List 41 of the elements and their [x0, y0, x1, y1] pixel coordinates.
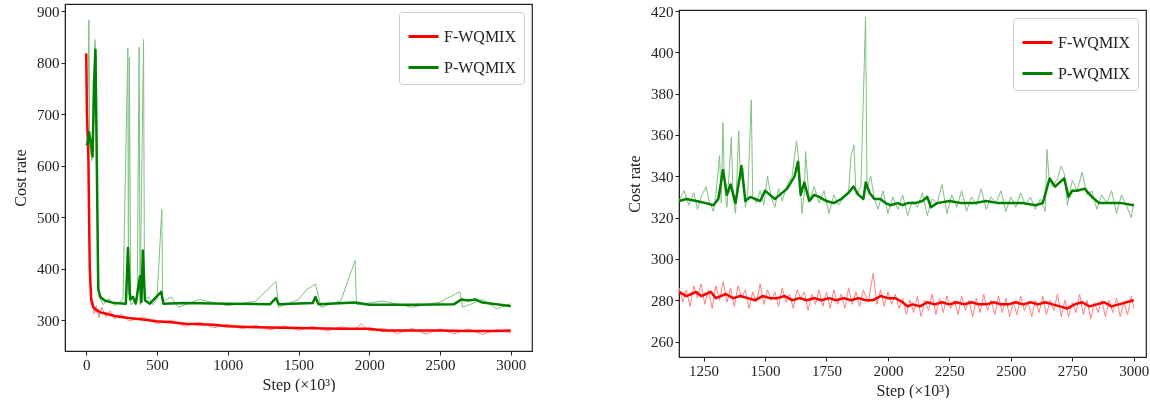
x-tick-label: 2250	[934, 362, 965, 379]
y-axis-title: Cost rate	[12, 149, 29, 207]
x-tick-label: 500	[146, 356, 169, 373]
legend-label: P-WQMIX	[1058, 64, 1131, 82]
x-tick-label: 1000	[213, 356, 244, 373]
x-tick-label: 0	[82, 356, 91, 373]
y-tick-label: 500	[37, 209, 60, 226]
x-tick-label: 3000	[1119, 362, 1150, 379]
y-tick-label: 340	[651, 168, 674, 185]
line-series	[679, 290, 1135, 310]
y-tick-label: 300	[651, 251, 674, 268]
x-tick-label: 2000	[873, 362, 904, 379]
line-series	[679, 160, 1135, 209]
y-tick-label: 600	[37, 158, 60, 175]
x-tick-label: 1500	[750, 362, 781, 379]
x-tick-label: 1250	[689, 362, 720, 379]
y-tick-label: 300	[37, 312, 60, 329]
line-series	[679, 16, 1135, 219]
y-tick-label: 360	[651, 127, 674, 144]
x-tick-label: 1500	[284, 356, 314, 373]
x-tick-label: 2000	[354, 356, 385, 373]
y-axis-title: Cost rate	[626, 155, 643, 213]
x-tick-label: 2750	[1057, 362, 1088, 379]
x-tick-label: 2500	[425, 356, 456, 373]
legend-label: F-WQMIX	[1058, 33, 1131, 51]
y-tick-label: 900	[37, 3, 60, 20]
y-tick-label: 700	[37, 106, 60, 123]
y-tick-label: 800	[37, 55, 60, 72]
legend-label: P-WQMIX	[444, 58, 517, 76]
y-tick-label: 400	[37, 261, 60, 278]
x-tick-label: 3000	[496, 356, 527, 373]
y-tick-label: 320	[651, 210, 674, 227]
x-tick-label: 1750	[811, 362, 842, 379]
legend-label: F-WQMIX	[444, 27, 517, 45]
x-tick-label: 2500	[996, 362, 1027, 379]
y-tick-label: 280	[651, 292, 674, 309]
y-tick-label: 260	[651, 334, 674, 351]
y-tick-label: 420	[651, 3, 674, 20]
y-tick-label: 400	[651, 44, 674, 61]
line-series	[679, 272, 1135, 320]
y-tick-label: 380	[651, 86, 674, 103]
